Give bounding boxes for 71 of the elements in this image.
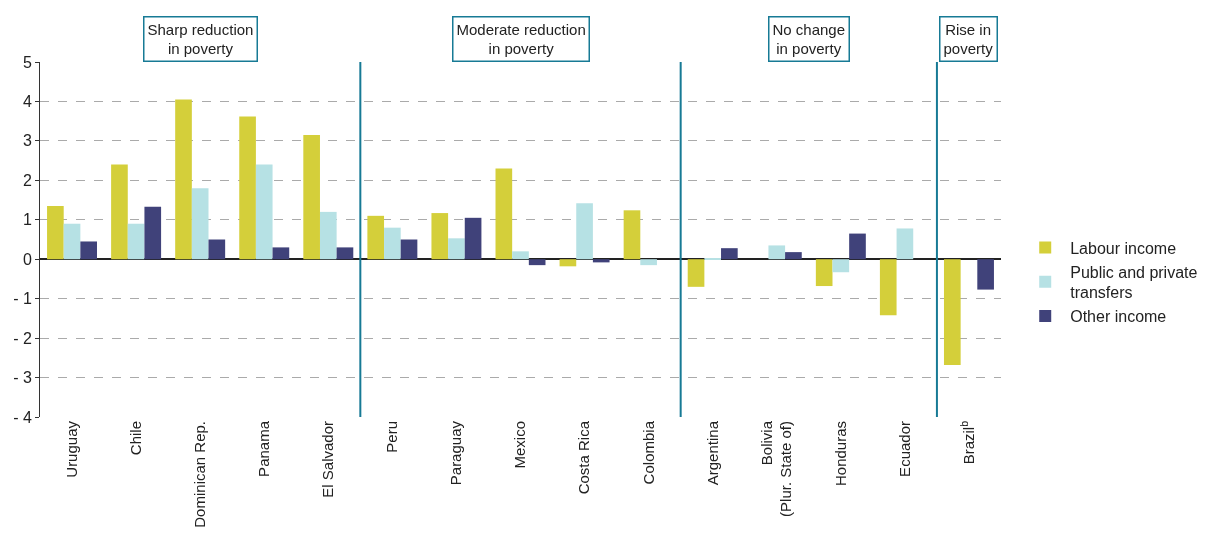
bar — [272, 247, 290, 260]
bar — [785, 252, 802, 260]
y-tick-label: 0 — [22, 250, 32, 268]
y-tick-label: 5 — [22, 53, 32, 71]
bar — [592, 259, 610, 263]
bar — [303, 134, 320, 260]
legend-label: Labour income — [1070, 239, 1177, 257]
text: Sharp reduction in poverty — [147, 20, 254, 57]
legend-label: Public and private transfers — [1070, 263, 1198, 302]
x-tick-label: Costa Rica — [575, 420, 593, 495]
y-tick-label: 4 — [22, 93, 32, 111]
bar — [576, 203, 593, 260]
legend-label: Other income — [1070, 308, 1167, 326]
bar — [768, 245, 786, 260]
bar — [367, 215, 385, 260]
y-tick-label: - 1 — [13, 290, 32, 308]
bar — [255, 164, 273, 260]
x-tick-label: El Salvador — [319, 421, 337, 498]
bar — [448, 238, 465, 260]
bar — [144, 206, 162, 260]
x-tick-label: Paraguay — [447, 420, 465, 486]
x-tick-label: Peru — [383, 421, 401, 453]
bar — [384, 227, 401, 260]
bar — [849, 233, 866, 260]
y-tick-label: - 3 — [13, 369, 32, 387]
bar — [127, 223, 145, 260]
x-tick-label: Chile — [126, 421, 144, 456]
bar — [319, 211, 337, 260]
bar — [977, 259, 994, 290]
bar — [559, 259, 577, 267]
x-tick-label: Colombia — [639, 420, 657, 485]
bar — [640, 259, 657, 266]
x-tick-label: Panama — [255, 420, 273, 477]
bar — [815, 259, 833, 287]
x-tick-label: Ecuador — [895, 421, 913, 477]
y-tick-label: 2 — [22, 171, 32, 189]
y-tick-label: 3 — [22, 132, 32, 150]
bar — [879, 259, 897, 316]
text: Rise in poverty — [943, 20, 994, 57]
bar — [47, 205, 64, 260]
y-tick-label: - 2 — [13, 329, 32, 347]
bar — [175, 99, 192, 260]
bar — [943, 259, 961, 365]
bar — [80, 241, 98, 260]
bar — [896, 228, 914, 260]
bar — [111, 164, 128, 260]
bar — [208, 239, 226, 260]
bar — [623, 210, 641, 260]
bar — [239, 116, 256, 260]
bar — [721, 248, 738, 260]
y-tick-label: - 4 — [13, 408, 32, 426]
x-tick-label: Bolivia (Plur. State of) — [757, 420, 795, 517]
x-tick-label: Mexico — [511, 421, 529, 469]
x-tick-label: Argentina — [703, 420, 721, 486]
bar — [687, 259, 705, 287]
bar — [63, 223, 81, 260]
y-tick-label: 1 — [22, 211, 32, 229]
x-tick-label: Dominican Rep. — [191, 421, 209, 528]
x-tick-label: Uruguay — [62, 420, 80, 478]
bar — [832, 259, 850, 273]
bar — [512, 251, 529, 260]
bar — [431, 213, 449, 260]
bar — [464, 217, 482, 260]
bar — [528, 259, 546, 266]
x-tick-label: Honduras — [831, 421, 849, 487]
bar — [495, 168, 513, 260]
text: No change in poverty — [772, 20, 846, 57]
text: Moderate reduction in poverty — [456, 20, 586, 57]
bar — [191, 188, 209, 260]
bar — [400, 239, 418, 260]
bar — [336, 247, 354, 260]
